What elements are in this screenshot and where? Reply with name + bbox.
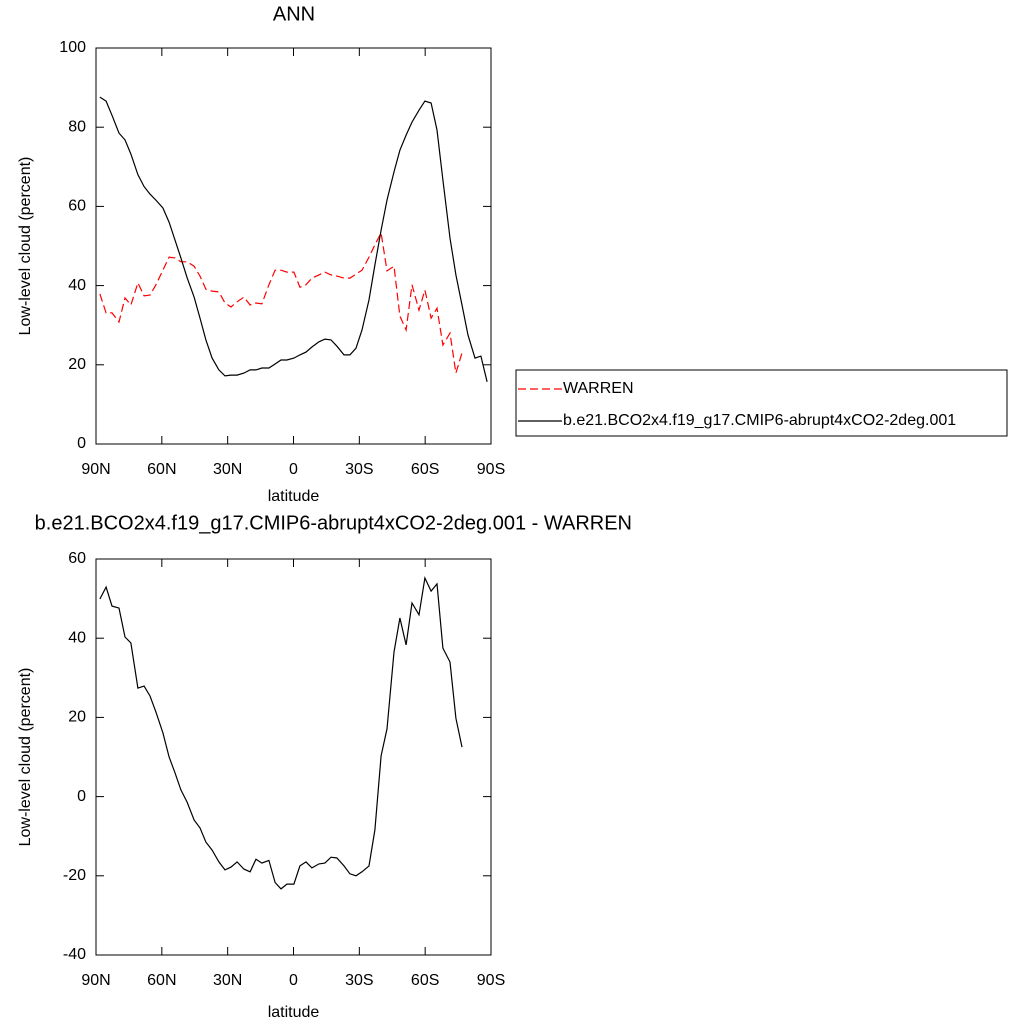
y-tick-label: 80 xyxy=(68,118,86,135)
y-tick-label: 40 xyxy=(68,629,86,646)
y-tick-label: 20 xyxy=(68,709,86,726)
plot-frame xyxy=(95,558,492,956)
chart-title: b.e21.BCO2x4.f19_g17.CMIP6-abrupt4xCO2-2… xyxy=(35,512,632,534)
y-tick-label: 0 xyxy=(77,788,86,805)
y-tick-label: 40 xyxy=(68,277,86,294)
x-tick-label: 60N xyxy=(147,461,176,478)
x-tick-label: 0 xyxy=(289,972,298,989)
x-axis-label: latitude xyxy=(268,488,320,505)
x-tick-label: 60N xyxy=(147,972,176,989)
y-tick-label: 100 xyxy=(59,39,86,56)
chart-title: ANN xyxy=(273,3,315,25)
y-tick-label: 0 xyxy=(77,435,86,452)
x-tick-label: 90N xyxy=(81,461,110,478)
x-tick-label: 90S xyxy=(477,461,505,478)
data-line xyxy=(99,96,488,382)
y-tick-label: -40 xyxy=(63,946,86,963)
x-tick-label: 30N xyxy=(213,461,242,478)
x-tick-label: 30N xyxy=(213,972,242,989)
y-tick-label: 20 xyxy=(68,356,86,373)
data-line xyxy=(99,575,463,890)
y-axis-label: Low-level cloud (percent) xyxy=(17,668,34,847)
x-tick-label: 90N xyxy=(81,972,110,989)
x-tick-label: 90S xyxy=(477,972,505,989)
y-tick-label: 60 xyxy=(68,550,86,567)
x-tick-label: 0 xyxy=(289,461,298,478)
x-tick-label: 30S xyxy=(345,972,373,989)
x-tick-label: 30S xyxy=(345,461,373,478)
x-axis-label: latitude xyxy=(268,1004,320,1021)
legend-label: WARREN xyxy=(563,380,634,397)
x-tick-label: 60S xyxy=(411,461,439,478)
y-tick-label: 60 xyxy=(68,198,86,215)
data-line xyxy=(99,231,463,374)
legend-label: b.e21.BCO2x4.f19_g17.CMIP6-abrupt4xCO2-2… xyxy=(563,412,956,429)
y-tick-label: -20 xyxy=(63,867,86,884)
y-axis-label: Low-level cloud (percent) xyxy=(17,157,34,336)
x-tick-label: 60S xyxy=(411,972,439,989)
legend-box xyxy=(515,369,1008,437)
